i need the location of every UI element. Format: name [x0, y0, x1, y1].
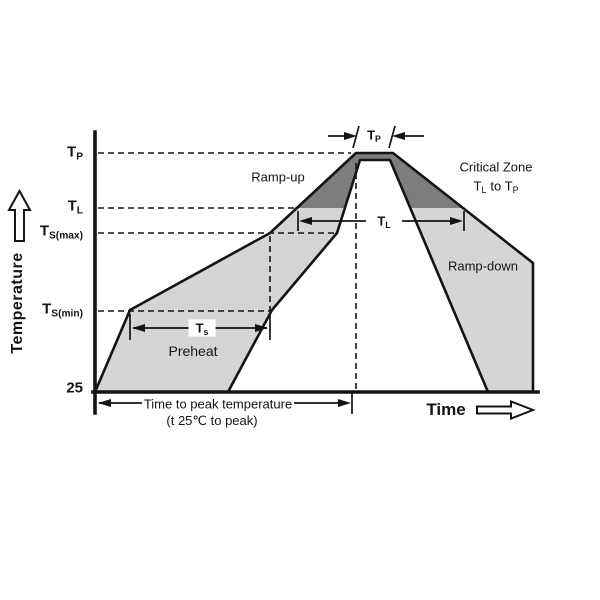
x-axis-title: Time: [426, 400, 466, 419]
y-tick-tl: TL: [67, 197, 83, 217]
zone-label-ramp-down: Ramp-down: [447, 258, 519, 274]
zone-label-ramp-up: Ramp-up: [251, 169, 305, 185]
time-to-peak-label-line1: Time to peak temperature: [143, 396, 293, 412]
ttp-dim-arrow-right-icon: [338, 399, 351, 407]
temperature-up-arrow-icon: [7, 188, 32, 242]
y-tick-tp: TP: [67, 143, 83, 163]
y-tick-25: 25: [66, 379, 83, 397]
ts-dim-arrow-left-icon: [132, 324, 145, 332]
tp-dim-tick-left: [352, 125, 360, 149]
critical-zone-label-line1: Critical Zone: [459, 159, 533, 175]
ts-dim-label: Ts: [188, 319, 216, 337]
tp-dim-arrow-left-icon: [392, 132, 405, 140]
tl-dim-arrow-right-icon: [450, 217, 463, 225]
time-to-peak-label-line2: (t 25℃ to peak): [166, 413, 258, 428]
ttp-dim-arrow-left-icon: [98, 399, 111, 407]
y-tick-tsmin: TS(min): [42, 300, 83, 320]
critical-zone-fill: [298, 153, 463, 208]
tl-dim-label: TL: [372, 213, 396, 229]
tp-dim-arrow-right-icon: [344, 132, 357, 140]
tl-dim-arrow-left-icon: [299, 217, 312, 225]
ts-dim-arrow-right-icon: [255, 324, 268, 332]
tp-dim-label: TP: [364, 127, 384, 143]
tp-dim-tick-right: [388, 125, 396, 149]
zone-label-preheat: Preheat: [168, 343, 218, 359]
critical-zone-label-line2: TL to TP: [473, 178, 519, 195]
y-tick-tsmax: TS(max): [39, 222, 83, 242]
time-right-arrow-icon: [476, 400, 536, 420]
y-axis-title: Temperature: [9, 252, 26, 354]
